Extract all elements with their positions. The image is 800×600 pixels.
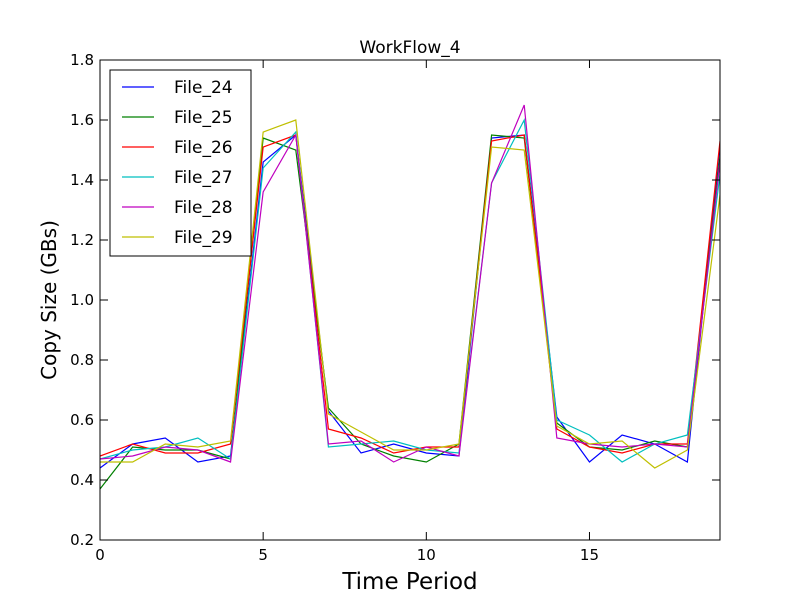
y-tick-label: 0.4: [70, 471, 94, 489]
x-tick-label: 5: [258, 546, 268, 564]
y-tick-label: 0.2: [70, 531, 94, 549]
series-lines: [100, 104, 720, 490]
legend-entry-label: File_26: [174, 138, 233, 158]
legend-entry-label: File_25: [174, 108, 233, 128]
x-tick-label: 10: [417, 546, 436, 564]
legend: File_24 File_25 File_26 File_27 File_28 File_…: [109, 69, 252, 257]
y-tick-label: 0.8: [70, 351, 94, 369]
series-line-file-28: [100, 104, 720, 463]
y-tick-label: 0.6: [70, 411, 94, 429]
plot-area-frame: [99, 59, 721, 541]
y-tick-label: 1.6: [70, 111, 94, 129]
y-tick-label: 1.4: [70, 171, 94, 189]
series-line-file-29: [100, 119, 720, 469]
chart-title: WorkFlow_4: [359, 38, 460, 58]
series-line-file-27: [100, 117, 720, 463]
y-tick-label: 1.2: [70, 231, 94, 249]
x-tick-label: 0: [95, 546, 105, 564]
legend-entry-label: File_29: [174, 228, 233, 248]
series-line-file-24: [100, 133, 720, 469]
x-axis-label: Time Period: [341, 569, 477, 595]
y-axis-label: Copy Size (GBs): [37, 220, 61, 380]
legend-entry-label: File_24: [174, 78, 233, 98]
legend-entry-label: File_28: [174, 198, 233, 218]
y-tick-label: 1.8: [70, 51, 94, 69]
x-tick-label: 15: [580, 546, 599, 564]
legend-box: [109, 69, 252, 257]
legend-entry-label: File_27: [174, 168, 233, 188]
y-tick-label: 1.0: [70, 291, 94, 309]
